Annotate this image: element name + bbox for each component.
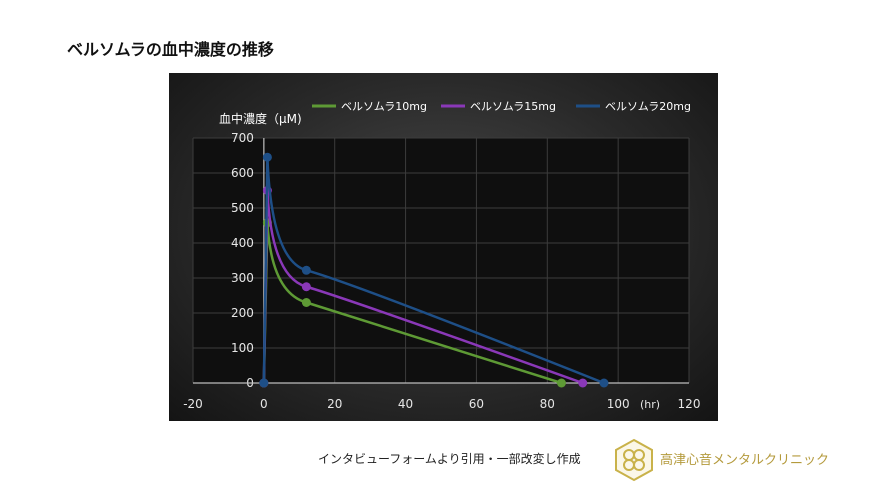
series-line xyxy=(262,222,562,385)
x-tick-label: 80 xyxy=(540,397,555,411)
y-tick-label: 200 xyxy=(231,306,254,320)
data-point xyxy=(301,298,311,307)
source-note: インタビューフォームより引用・一部改変し作成 xyxy=(318,452,581,466)
chart-panel: -20 0 20 40 60 80 100 120 0 100 200 300 400 500 600 700… xyxy=(169,73,718,421)
x-tick-label: 60 xyxy=(469,397,484,411)
legend-label: ベルソムラ20mg xyxy=(605,100,691,113)
data-point xyxy=(556,378,566,388)
data-point xyxy=(301,265,311,275)
series-line xyxy=(262,157,605,385)
x-axis-label: (hr) xyxy=(640,398,660,411)
y-tick-label: 400 xyxy=(231,236,254,250)
clover-hexagon-icon xyxy=(615,438,653,482)
x-tick-label: 120 xyxy=(678,397,701,411)
x-tick-label: 40 xyxy=(398,397,413,411)
data-point xyxy=(599,378,609,388)
plot-area xyxy=(193,138,689,383)
clinic-name: 高津心音メンタルクリニック xyxy=(660,453,830,468)
x-tick-label: -20 xyxy=(183,397,203,411)
x-tick-label: 100 xyxy=(607,397,630,411)
page-title: ベルソムラの血中濃度の推移 xyxy=(67,40,274,59)
legend-label: ベルソムラ10mg xyxy=(341,100,427,113)
x-tick-label: 20 xyxy=(327,397,342,411)
y-axis-label: 血中濃度（μM) xyxy=(219,111,302,126)
y-tick-label: 300 xyxy=(231,271,254,285)
data-point xyxy=(262,152,272,162)
y-tick-label: 100 xyxy=(231,341,254,355)
y-tick-label: 500 xyxy=(231,201,254,215)
series-line xyxy=(262,190,584,385)
data-point xyxy=(301,282,311,292)
y-tick-label: 700 xyxy=(231,131,254,145)
y-tick-label: 600 xyxy=(231,166,254,180)
x-tick-label: 0 xyxy=(260,397,268,411)
data-point xyxy=(578,378,588,388)
concentration-line-chart: -20 0 20 40 60 80 100 1200100200300400500600700… xyxy=(183,100,701,411)
legend-label: ベルソムラ15mg xyxy=(470,100,556,113)
data-point xyxy=(259,378,269,388)
